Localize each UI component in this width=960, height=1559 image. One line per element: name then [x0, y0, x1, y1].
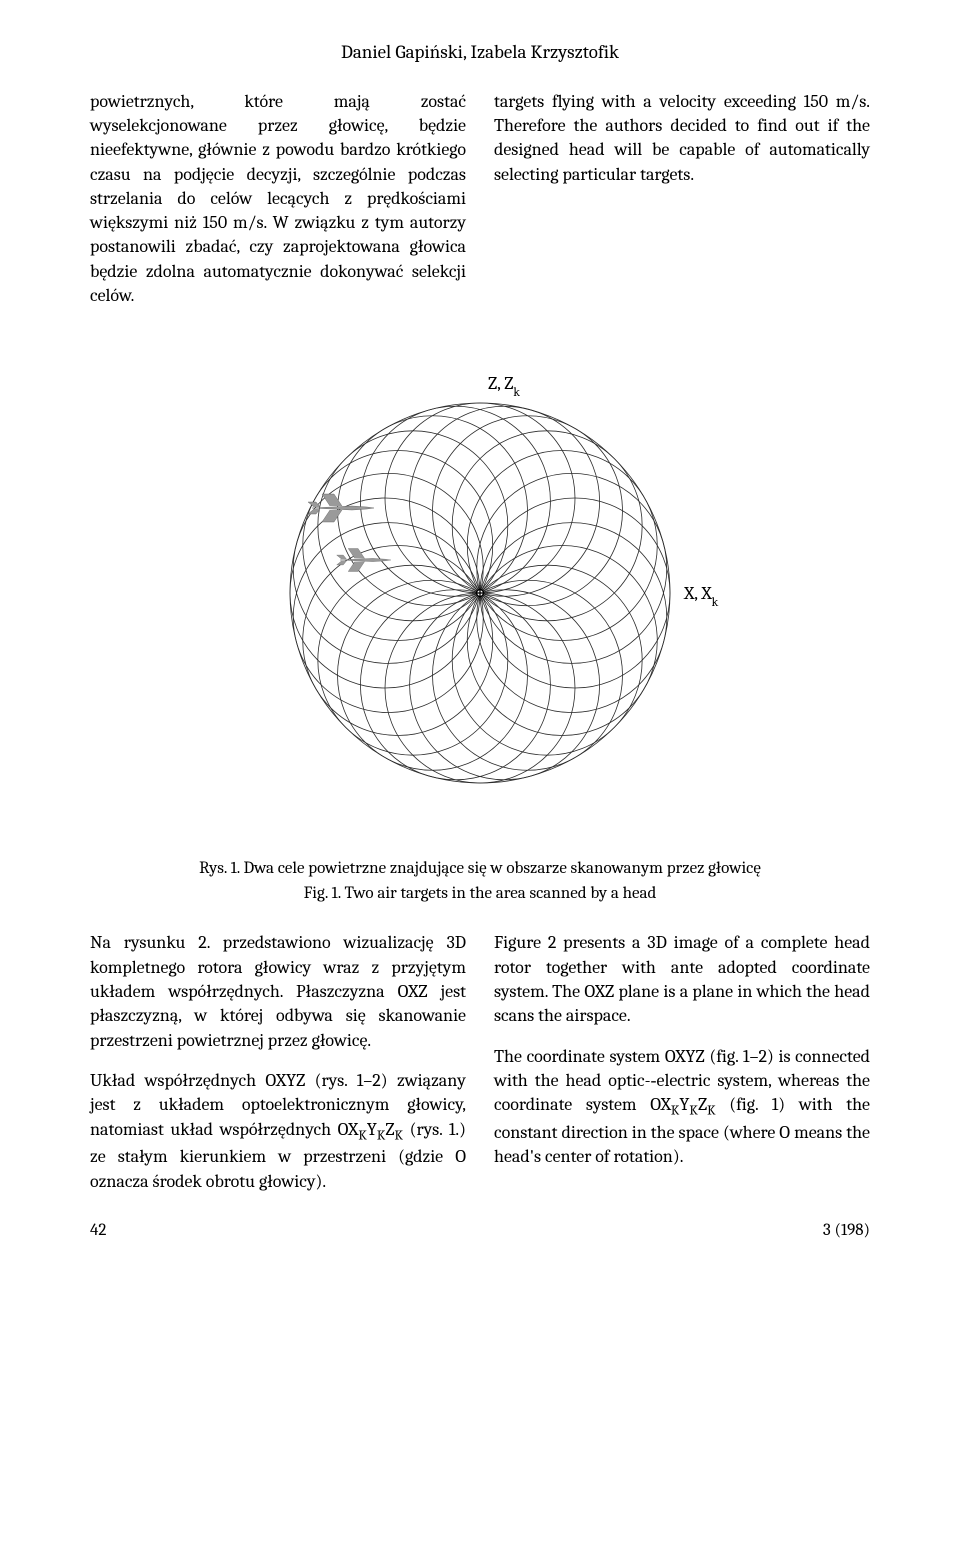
figure-1: Z, Zk X, Xk	[90, 338, 870, 845]
figure-caption: Rys. 1. Dwa cele powietrzne znajdujące s…	[90, 858, 870, 906]
top-left-polish: powietrznych, które mają zostać wyselekc…	[90, 90, 466, 309]
top-right-english: targets flying with a velocity exceeding…	[494, 90, 870, 309]
footer-issue-number: 3 (198)	[823, 1220, 870, 1243]
caption-polish: Rys. 1. Dwa cele powietrzne znajdujące s…	[90, 858, 870, 881]
bottom-left-p2: Układ współrzędnych OXYZ (rys. 1–2) zwią…	[90, 1069, 466, 1194]
bottom-columns: Na rysunku 2. przedstawiono wizualizację…	[90, 931, 870, 1193]
bottom-right-english: Figure 2 presents a 3D image of a comple…	[494, 931, 870, 1193]
scanning-diagram: Z, Zk X, Xk	[220, 338, 740, 838]
page-header-authors: Daniel Gapiński, Izabela Krzysztofik	[90, 40, 870, 66]
svg-text:Z, Zk: Z, Zk	[488, 373, 520, 400]
bottom-right-p2: The coordinate system OXYZ (fig. 1–2) is…	[494, 1045, 870, 1170]
page-footer: 42 3 (198)	[90, 1220, 870, 1243]
footer-page-number: 42	[90, 1220, 106, 1243]
bottom-right-p1: Figure 2 presents a 3D image of a comple…	[494, 931, 870, 1028]
svg-text:X, Xk: X, Xk	[683, 583, 719, 610]
top-columns: powietrznych, które mają zostać wyselekc…	[90, 90, 870, 309]
caption-english: Fig. 1. Two air targets in the area scan…	[90, 883, 870, 906]
bottom-left-polish: Na rysunku 2. przedstawiono wizualizację…	[90, 931, 466, 1193]
bottom-left-p1: Na rysunku 2. przedstawiono wizualizację…	[90, 931, 466, 1052]
